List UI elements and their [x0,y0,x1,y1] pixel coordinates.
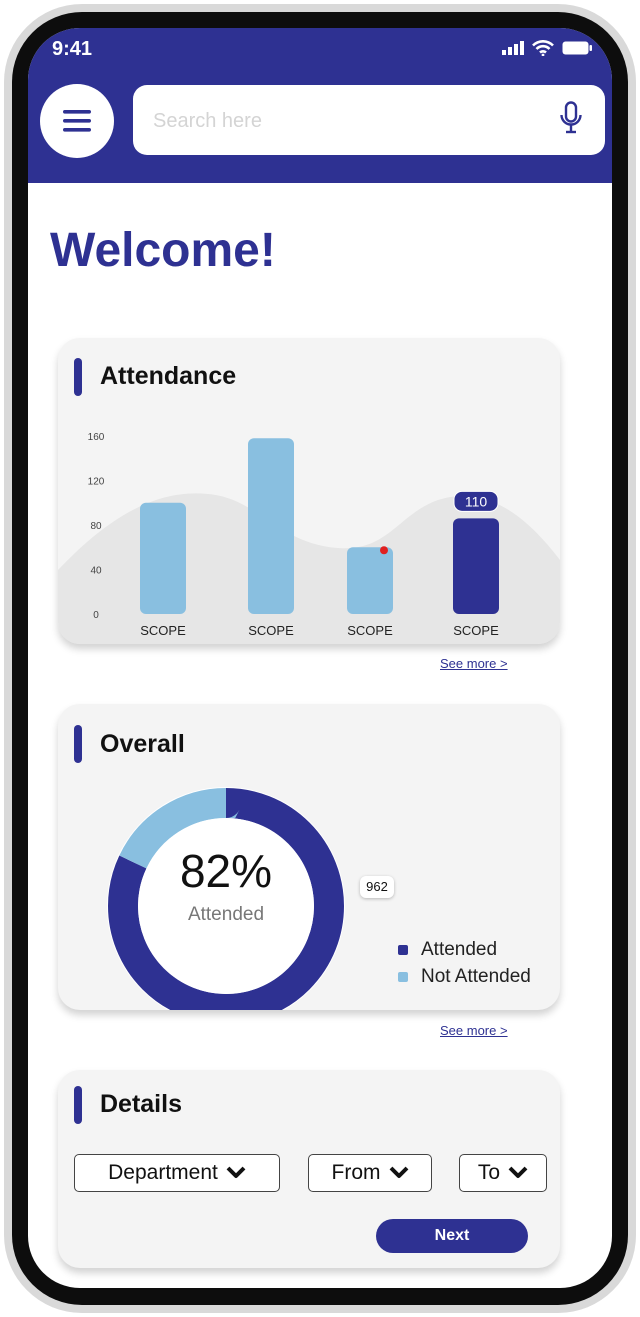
legend-item-attended: Attended [398,936,531,963]
count-callout: 962 [360,876,394,898]
x-tick-label: SCOPE [347,623,393,638]
chevron-down-icon [508,1166,528,1178]
chevron-down-icon [389,1166,408,1178]
to-select[interactable]: To [459,1154,547,1192]
from-select[interactable]: From [308,1154,432,1192]
donut-legend: Attended Not Attended [398,936,531,990]
to-select-label: To [477,1161,501,1184]
bar-value-badge [453,490,499,512]
bar [347,547,393,614]
overall-donut-chart [107,787,345,1010]
x-tick-label: SCOPE [453,623,499,638]
attendance-see-more-link[interactable]: See more > [440,656,508,671]
attendance-percentage: 82% [179,845,273,897]
details-title: Details [100,1090,182,1118]
card-accent-bar [74,1086,82,1124]
legend-swatch [398,971,408,982]
next-button[interactable]: Next [376,1219,528,1253]
overall-card: Overall 82% Attended 962 Attended Not At… [58,704,560,1010]
battery-icon [562,41,592,55]
header-bar: 9:41 [28,28,612,183]
legend-label: Attended [421,938,498,960]
x-tick-label: SCOPE [140,623,186,638]
legend-label: Not Attended [421,965,531,987]
attendance-bar-chart: 0 40 80 120 160 SCOPE SCOPE SCOPE SCOPE 110 [58,432,560,644]
from-select-label: From [331,1161,381,1184]
y-tick-label: 0 [93,610,99,621]
menu-button[interactable] [40,84,114,158]
status-time: 9:41 [52,38,93,60]
y-tick-label: 120 [88,477,105,488]
marker-dot [380,546,388,555]
legend-item-not-attended: Not Attended [398,963,531,990]
search-bar [133,85,605,157]
overall-title: Overall [100,730,185,758]
welcome-heading: Welcome! [50,224,276,277]
details-card: Details Department From To Next [58,1070,560,1268]
chevron-down-icon [226,1166,246,1178]
status-icons [502,40,592,56]
wifi-icon [532,40,554,56]
card-accent-bar [74,725,82,763]
y-tick-label: 160 [88,432,105,443]
bar [140,502,186,614]
search-input[interactable] [151,85,535,157]
donut-hole [138,818,314,994]
app-screen: 9:41 [28,28,612,1288]
donut-slice [108,788,344,1010]
attendance-title: Attendance [100,362,237,390]
y-tick-label: 40 [90,566,102,577]
signal-icon [502,41,524,55]
y-tick-label: 80 [90,521,102,532]
department-select[interactable]: Department [74,1154,280,1192]
bar [248,438,294,614]
attendance-percentage-label: Attended [187,904,265,925]
hamburger-icon [63,110,91,132]
card-accent-bar [74,358,82,396]
bar-value-label: 110 [465,493,488,509]
attendance-card: Attendance 0 40 80 120 160 SCOPE SCOPE SCOPE SCO… [58,338,560,644]
legend-swatch [398,944,408,955]
overall-see-more-link[interactable]: See more > [440,1023,508,1038]
x-tick-label: SCOPE [248,623,294,638]
microphone-icon[interactable] [559,101,583,137]
bar [453,518,499,614]
department-select-label: Department [108,1161,218,1184]
